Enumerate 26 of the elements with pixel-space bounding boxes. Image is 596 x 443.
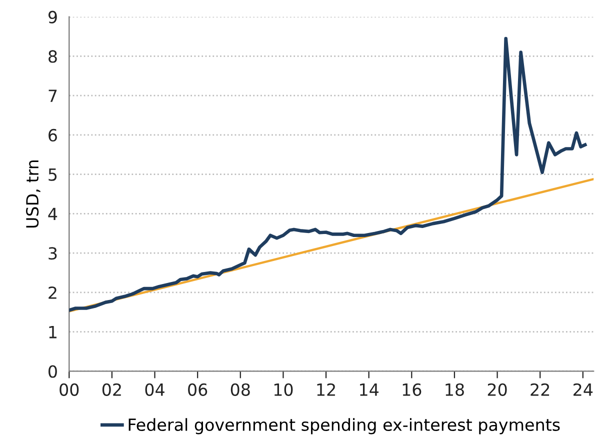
y-tick-label: 2 [48,286,56,299]
y-tick-label: 8 [48,50,57,63]
x-tick-label: 24 [574,383,593,396]
legend-label: Federal government spending ex-interest payments [128,418,560,434]
x-tick-label: 14 [360,384,379,396]
x-tick-label: 10 [274,383,293,396]
x-tick-label: 04 [145,383,164,396]
x-tick-label: 02 [102,383,121,396]
y-tick-label: 1 [49,326,56,338]
y-tick-label: 4 [48,208,58,220]
y-tick-label: 6 [48,128,57,142]
x-tick-label: 12 [317,383,335,396]
x-tick-label: 00 [60,383,79,396]
y-tick-label: 7 [48,90,57,102]
x-tick-label: 22 [530,383,550,396]
y-tick-label: 0 [48,365,57,378]
x-tick-label: 06 [188,383,208,396]
y-tick-label: 3 [48,247,57,260]
x-tick-label: 16 [402,383,422,396]
line-series [69,36,587,312]
x-tick-label: 20 [488,383,507,396]
x-tick-label: 08 [230,383,250,396]
x-tick-label: 18 [446,383,464,396]
y-tick-label: 5 [48,168,57,181]
y-axis-title: USD, trn [26,160,40,228]
y-tick-label: 9 [48,10,57,24]
